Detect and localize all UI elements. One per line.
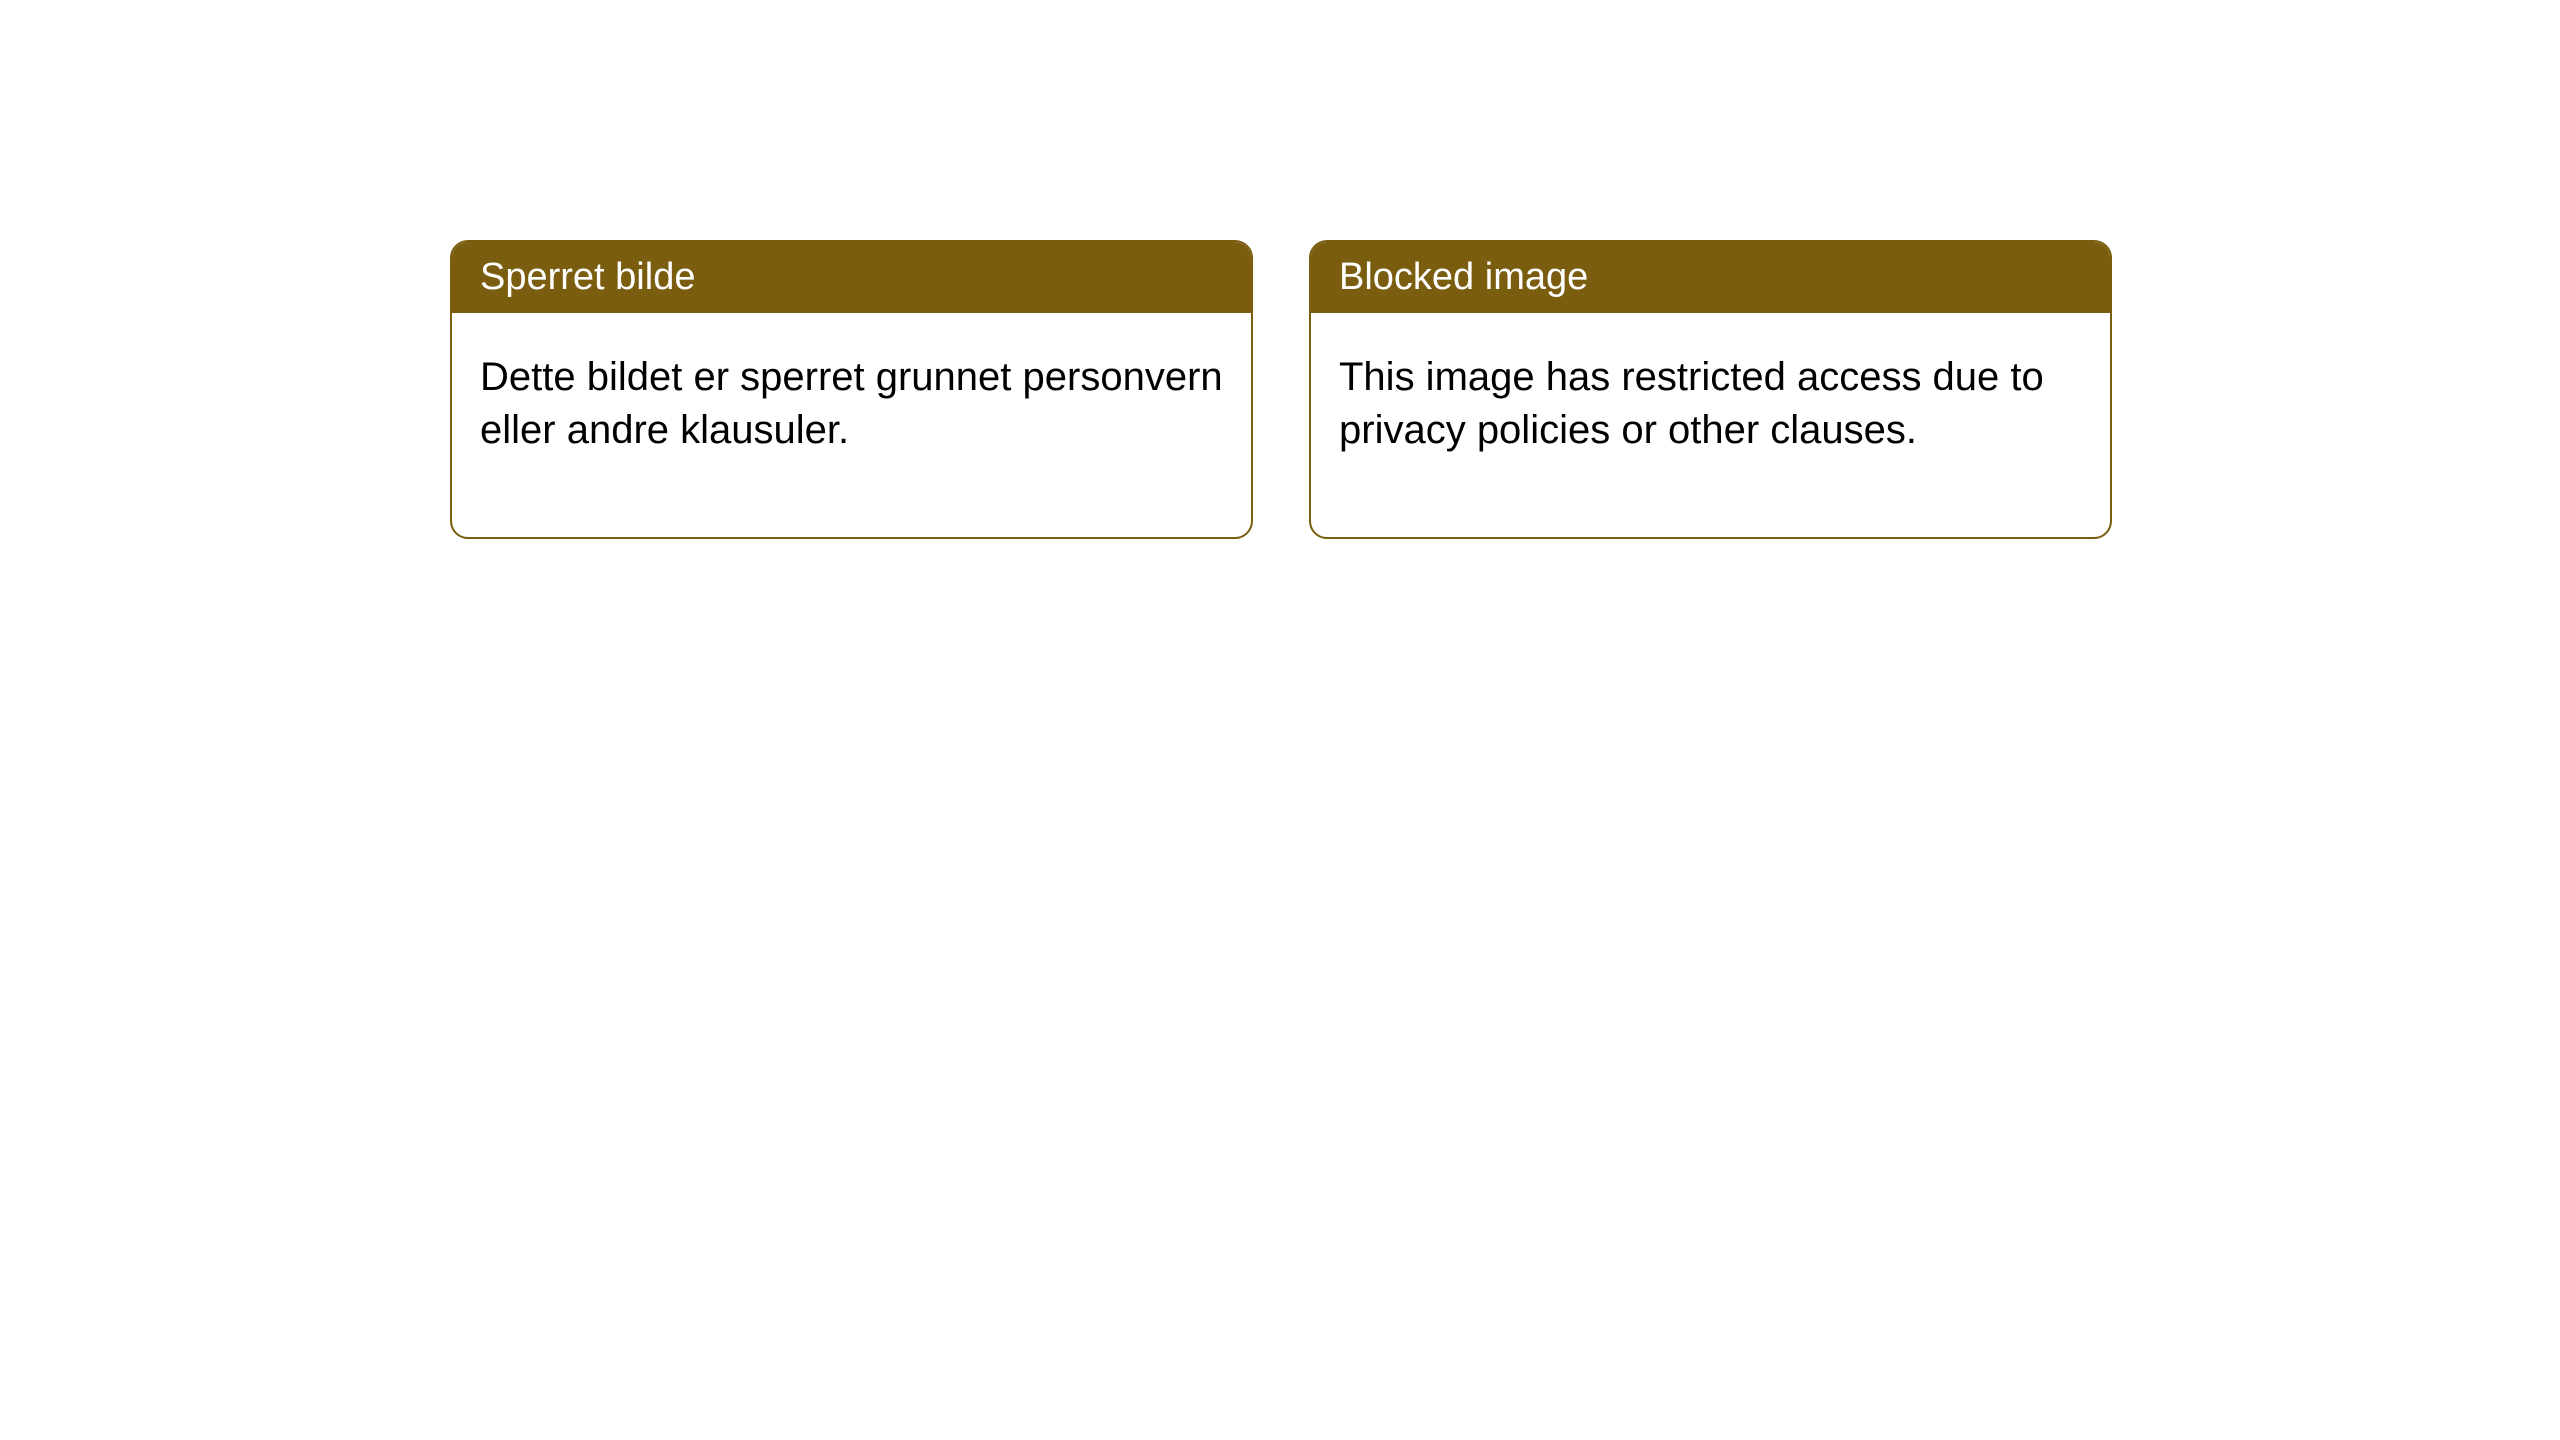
- notice-body-norwegian: Dette bildet er sperret grunnet personve…: [452, 313, 1251, 537]
- notice-body-english: This image has restricted access due to …: [1311, 313, 2110, 537]
- notice-text-norwegian: Dette bildet er sperret grunnet personve…: [480, 355, 1223, 452]
- notice-title-norwegian: Sperret bilde: [480, 256, 695, 298]
- notice-header-norwegian: Sperret bilde: [452, 242, 1251, 313]
- notice-card-norwegian: Sperret bilde Dette bildet er sperret gr…: [450, 240, 1253, 539]
- notice-header-english: Blocked image: [1311, 242, 2110, 313]
- notice-title-english: Blocked image: [1339, 256, 1588, 298]
- notice-text-english: This image has restricted access due to …: [1339, 355, 2044, 452]
- notice-container: Sperret bilde Dette bildet er sperret gr…: [450, 240, 2112, 539]
- notice-card-english: Blocked image This image has restricted …: [1309, 240, 2112, 539]
